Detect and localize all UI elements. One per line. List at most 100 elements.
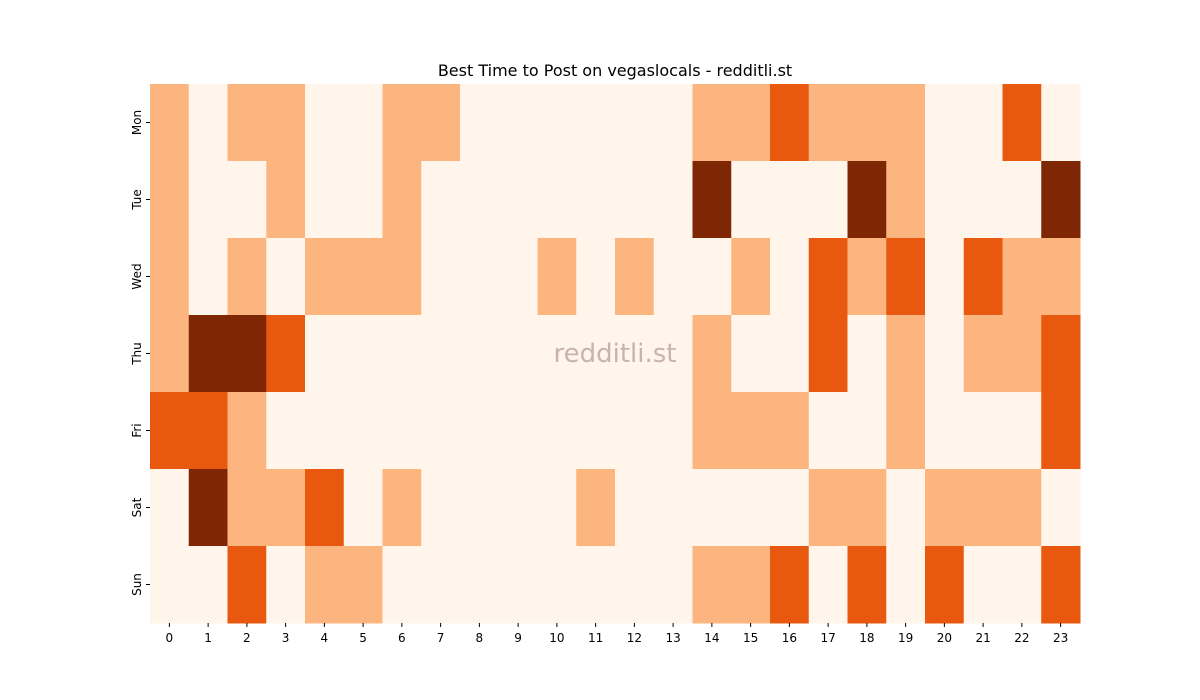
heatmap-cell-thu-16 — [770, 315, 810, 393]
heatmap-cell-fri-12 — [615, 392, 655, 470]
heatmap-cell-wed-14 — [692, 238, 732, 316]
heatmap-cell-sat-8 — [460, 469, 500, 547]
heatmap-cell-mon-15 — [731, 84, 771, 162]
heatmap-cell-thu-9 — [498, 315, 538, 393]
x-tick-label: 20 — [937, 631, 952, 645]
heatmap-cell-thu-7 — [421, 315, 461, 393]
heatmap-cell-thu-21 — [963, 315, 1003, 393]
y-axis-ticks: Mon Tue Wed Thu Fri Sat Sun — [130, 110, 150, 596]
x-tick-label: 12 — [627, 631, 642, 645]
heatmap-cell-thu-6 — [382, 315, 422, 393]
x-tick-label: 13 — [665, 631, 680, 645]
heatmap-cell-wed-6 — [382, 238, 422, 316]
heatmap-cell-tue-17 — [808, 161, 848, 239]
heatmap-cell-mon-23 — [1041, 84, 1081, 162]
heatmap-cell-mon-20 — [925, 84, 965, 162]
heatmap-cell-tue-13 — [653, 161, 693, 239]
heatmap-cell-thu-17 — [808, 315, 848, 393]
heatmap-cell-sun-13 — [653, 546, 693, 624]
heatmap-cell-fri-5 — [343, 392, 383, 470]
x-tick-label: 4 — [321, 631, 329, 645]
heatmap-cell-tue-6 — [382, 161, 422, 239]
heatmap-cell-mon-14 — [692, 84, 732, 162]
heatmap-cell-mon-2 — [227, 84, 267, 162]
heatmap-cell-wed-3 — [266, 238, 306, 316]
x-tick-label: 5 — [359, 631, 367, 645]
heatmap-cell-sat-19 — [886, 469, 926, 547]
x-tick-label: 0 — [166, 631, 174, 645]
heatmap-cell-sat-15 — [731, 469, 771, 547]
heatmap-cell-thu-2 — [227, 315, 267, 393]
heatmap-cell-sat-4 — [305, 469, 345, 547]
y-tick-label: Thu — [130, 342, 144, 366]
heatmap-cell-sat-10 — [537, 469, 577, 547]
heatmap-cell-wed-4 — [305, 238, 345, 316]
heatmap-cell-sat-7 — [421, 469, 461, 547]
heatmap-cell-sun-16 — [770, 546, 810, 624]
heatmap-cell-mon-6 — [382, 84, 422, 162]
heatmap-cell-sat-6 — [382, 469, 422, 547]
heatmap-cell-wed-1 — [188, 238, 228, 316]
heatmap-cell-thu-8 — [460, 315, 500, 393]
heatmap-cell-wed-8 — [460, 238, 500, 316]
heatmap-cell-tue-23 — [1041, 161, 1081, 239]
heatmap-cell-fri-4 — [305, 392, 345, 470]
heatmap-cell-sat-17 — [808, 469, 848, 547]
heatmap-cell-mon-22 — [1002, 84, 1042, 162]
heatmap-cell-mon-7 — [421, 84, 461, 162]
heatmap-cell-fri-0 — [150, 392, 190, 470]
heatmap-cell-mon-11 — [576, 84, 616, 162]
heatmap-cell-sun-12 — [615, 546, 655, 624]
heatmap-cell-sun-4 — [305, 546, 345, 624]
heatmap-cell-tue-9 — [498, 161, 538, 239]
heatmap-cell-fri-22 — [1002, 392, 1042, 470]
heatmap-cell-sun-8 — [460, 546, 500, 624]
y-tick-label: Fri — [130, 423, 144, 437]
y-tick-label: Mon — [130, 110, 144, 135]
heatmap-cell-tue-22 — [1002, 161, 1042, 239]
heatmap-cell-thu-12 — [615, 315, 655, 393]
x-tick-label: 22 — [1014, 631, 1029, 645]
heatmap-cell-wed-7 — [421, 238, 461, 316]
heatmap-cell-wed-23 — [1041, 238, 1081, 316]
heatmap-cell-tue-19 — [886, 161, 926, 239]
heatmap-cell-wed-5 — [343, 238, 383, 316]
heatmap-cell-sun-7 — [421, 546, 461, 624]
heatmap-cell-wed-13 — [653, 238, 693, 316]
heatmap-cell-sat-18 — [847, 469, 887, 547]
heatmap-cell-thu-1 — [188, 315, 228, 393]
heatmap-cell-sat-23 — [1041, 469, 1081, 547]
heatmap-cell-tue-0 — [150, 161, 190, 239]
heatmap-cell-wed-17 — [808, 238, 848, 316]
heatmap-cell-fri-9 — [498, 392, 538, 470]
heatmap-cell-sun-3 — [266, 546, 306, 624]
heatmap-cell-sat-1 — [188, 469, 228, 547]
heatmap-cell-sat-14 — [692, 469, 732, 547]
heatmap-cell-sat-9 — [498, 469, 538, 547]
heatmap-cell-tue-4 — [305, 161, 345, 239]
watermark: redditli.st — [554, 339, 677, 369]
heatmap-cell-sun-9 — [498, 546, 538, 624]
x-tick-label: 1 — [204, 631, 212, 645]
heatmap-cell-tue-2 — [227, 161, 267, 239]
heatmap-cell-tue-1 — [188, 161, 228, 239]
y-tick-label: Wed — [130, 263, 144, 289]
heatmap-cell-sun-2 — [227, 546, 267, 624]
heatmap-cell-fri-21 — [963, 392, 1003, 470]
y-tick-label: Tue — [130, 189, 144, 211]
heatmap-cell-fri-17 — [808, 392, 848, 470]
heatmap-cell-thu-3 — [266, 315, 306, 393]
heatmap-cell-sun-23 — [1041, 546, 1081, 624]
x-tick-label: 3 — [282, 631, 290, 645]
heatmap-cell-fri-18 — [847, 392, 887, 470]
heatmap-cell-wed-16 — [770, 238, 810, 316]
heatmap-cell-wed-11 — [576, 238, 616, 316]
heatmap-cell-thu-4 — [305, 315, 345, 393]
heatmap-cell-tue-12 — [615, 161, 655, 239]
heatmap-cell-sun-17 — [808, 546, 848, 624]
heatmap-cell-sun-21 — [963, 546, 1003, 624]
chart-title: Best Time to Post on vegaslocals - reddi… — [438, 61, 792, 80]
x-tick-label: 14 — [704, 631, 719, 645]
heatmap-cell-sun-18 — [847, 546, 887, 624]
